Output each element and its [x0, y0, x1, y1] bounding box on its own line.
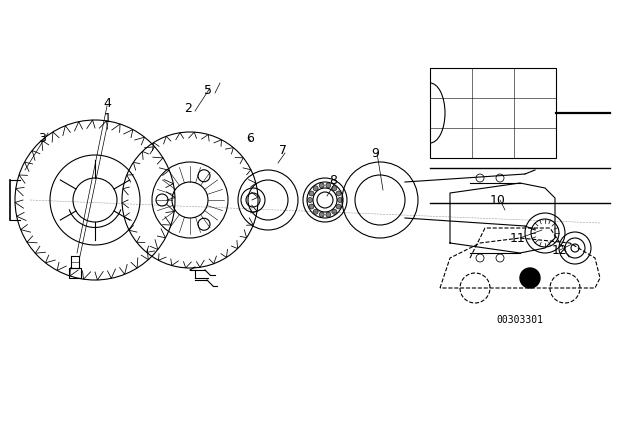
Text: 6: 6 [246, 132, 254, 145]
Text: 00303301: 00303301 [497, 315, 543, 325]
Circle shape [332, 186, 337, 191]
Bar [430, 68, 556, 158]
Circle shape [520, 268, 540, 288]
Text: 11: 11 [510, 232, 526, 245]
Circle shape [326, 212, 331, 217]
Text: 4: 4 [103, 96, 111, 109]
Text: 9: 9 [371, 146, 379, 159]
Circle shape [313, 186, 318, 191]
Circle shape [309, 191, 314, 196]
Circle shape [309, 204, 314, 209]
Circle shape [313, 209, 318, 214]
Text: 12: 12 [552, 244, 568, 257]
Circle shape [336, 204, 341, 209]
Text: 5: 5 [204, 83, 212, 96]
Circle shape [337, 198, 342, 202]
Circle shape [319, 212, 324, 217]
Text: 7: 7 [279, 143, 287, 156]
Circle shape [307, 198, 312, 202]
Text: 3: 3 [38, 132, 46, 145]
Text: 8: 8 [329, 173, 337, 186]
Text: 1: 1 [104, 112, 112, 125]
Text: 10: 10 [490, 194, 506, 207]
Circle shape [326, 183, 331, 188]
Bar [69, 268, 81, 278]
Circle shape [336, 191, 341, 196]
Circle shape [319, 183, 324, 188]
Circle shape [332, 209, 337, 214]
Text: 2: 2 [184, 102, 192, 115]
